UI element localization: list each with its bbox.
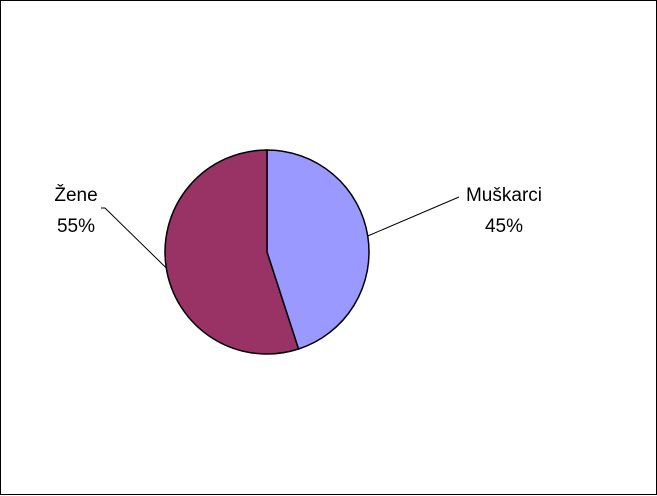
slices-layer bbox=[164, 149, 370, 355]
leader-lines bbox=[101, 196, 460, 269]
pie-slice-muskarci bbox=[266, 149, 370, 350]
slice-label-muskarci-name: Muškarci bbox=[466, 185, 542, 206]
slice-label-zene-name: Žene bbox=[54, 184, 97, 206]
slice-label-muskarci: Muškarci 45% bbox=[466, 185, 542, 237]
slice-label-muskarci-percent: 45% bbox=[485, 216, 523, 237]
slice-label-zene: Žene 55% bbox=[54, 184, 97, 237]
leader-line-muskarci bbox=[367, 196, 460, 237]
leader-line-zene bbox=[101, 207, 167, 269]
slice-label-zene-percent: 55% bbox=[57, 216, 95, 237]
